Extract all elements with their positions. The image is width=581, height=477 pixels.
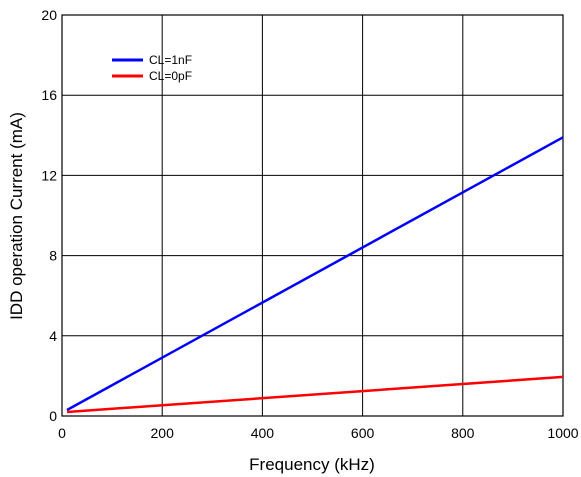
legend-label-cl-0pf: CL=0pF (149, 69, 192, 83)
y-tick-label: 16 (41, 87, 57, 103)
y-tick-label: 0 (49, 408, 57, 424)
x-tick-label: 800 (451, 425, 475, 441)
x-tick-label: 600 (351, 425, 375, 441)
x-axis-label: Frequency (kHz) (249, 455, 375, 474)
legend-label-cl-1nf: CL=1nF (149, 53, 192, 67)
x-tick-label: 0 (58, 425, 66, 441)
x-tick-label: 200 (151, 425, 175, 441)
legend: CL=1nF CL=0pF (112, 53, 192, 83)
y-axis-label: IDD operation Current (mA) (7, 112, 26, 320)
series-layer (66, 136, 564, 414)
y-tick-label: 4 (49, 328, 57, 344)
x-tick-label: 400 (251, 425, 275, 441)
series-line-cl-1nf (66, 136, 564, 412)
y-tick-label: 8 (49, 248, 57, 264)
tick-labels: 0 200 400 600 800 1000 0 4 8 12 16 20 (41, 7, 578, 441)
plot-frame (61, 14, 564, 417)
x-tick-label: 1000 (547, 425, 578, 441)
series-line-cl-0pf (66, 375, 564, 414)
y-tick-label: 12 (41, 167, 57, 183)
y-tick-label: 20 (41, 7, 57, 23)
